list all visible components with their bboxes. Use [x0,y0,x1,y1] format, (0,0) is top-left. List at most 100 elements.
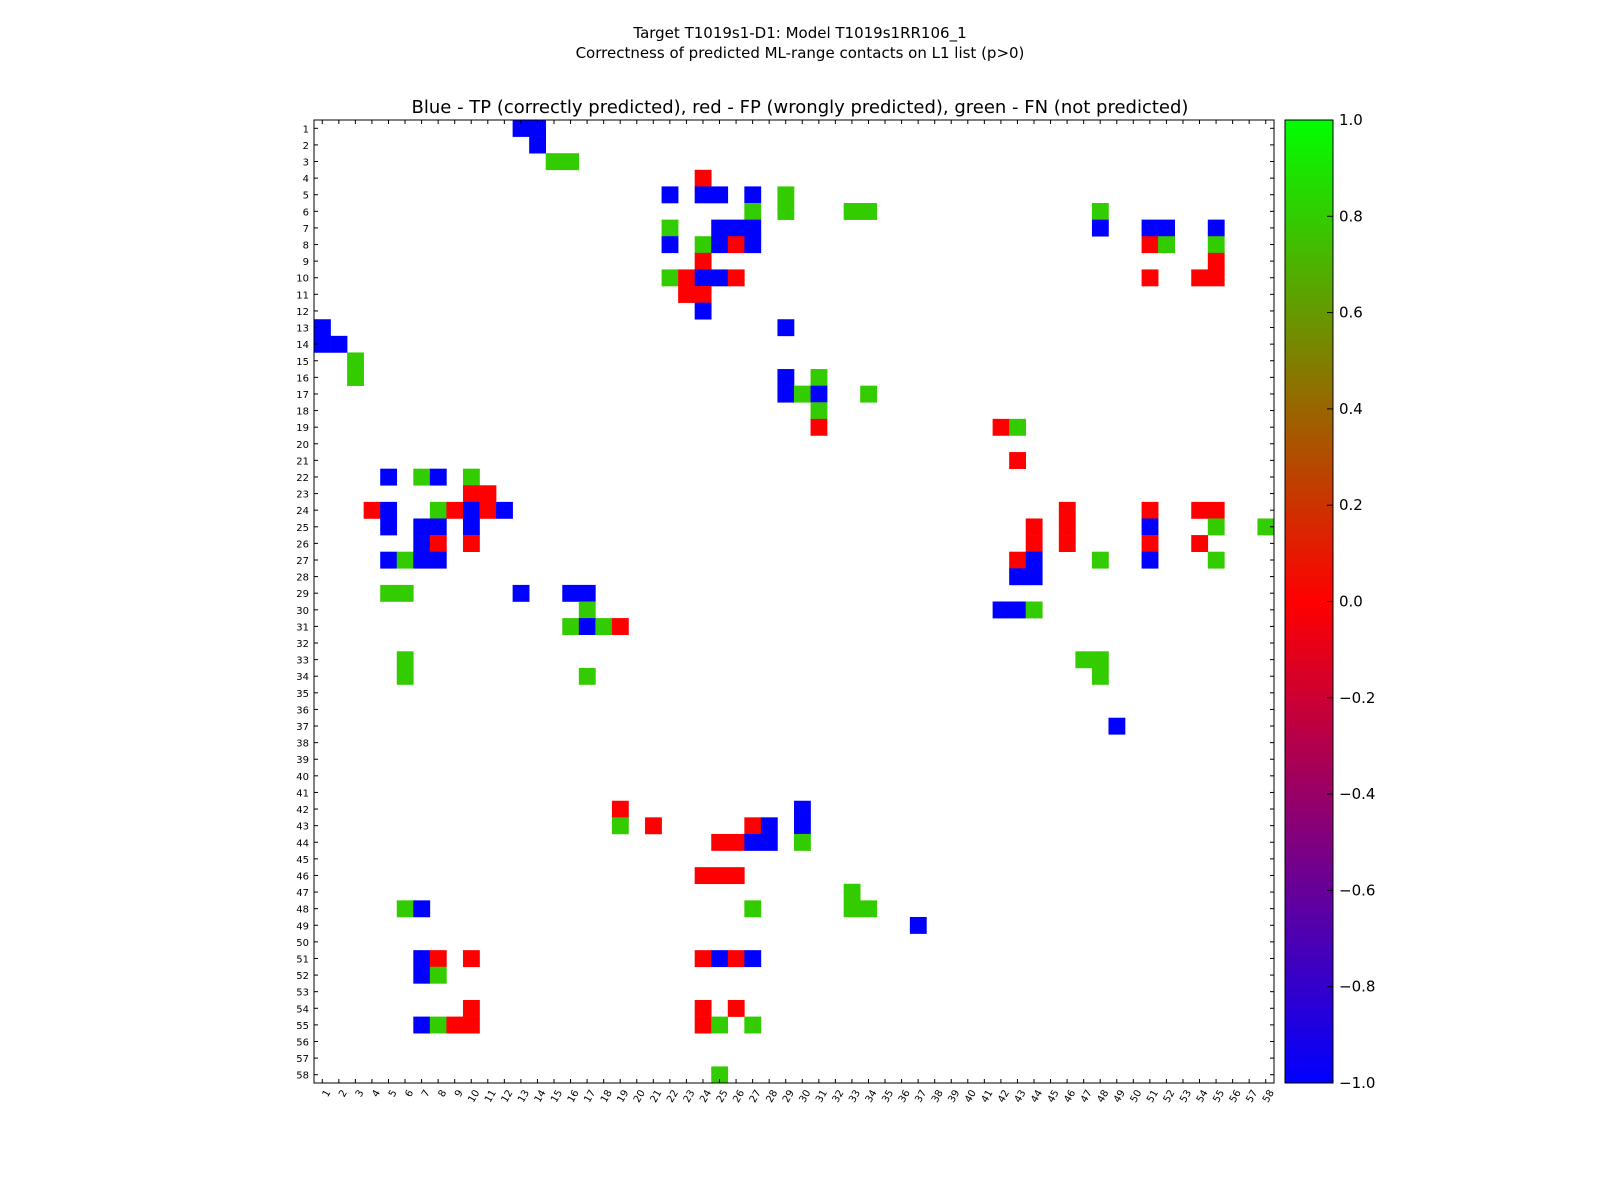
cell-fn-8-52 [1158,236,1175,254]
cell-tp-44-28 [760,833,778,851]
x-tick-label: 20 [632,1088,648,1105]
cell-fn-33-6 [396,651,414,669]
cell-fp-23-11 [479,485,497,503]
cell-fp-24-46 [1058,501,1076,519]
cell-fn-48-6 [396,900,414,918]
y-tick-label: 49 [296,921,309,932]
cell-tp-51-25 [711,950,729,968]
cell-fn-3-16 [562,153,580,171]
cell-fn-5-29 [777,186,795,204]
cell-fp-46-26 [727,867,745,885]
x-tick-label: 31 [814,1088,830,1105]
cell-fp-11-24 [694,286,712,303]
cell-fn-48-33 [843,900,861,918]
cell-tp-28-43 [1009,568,1027,586]
y-tick-label: 33 [296,656,309,667]
y-tick-label: 58 [296,1071,309,1082]
cell-fn-34-17 [578,667,596,685]
x-tick-label: 35 [880,1088,896,1105]
cell-tp-7-27 [744,219,762,237]
cell-fp-26-44 [1025,535,1043,552]
y-tick-label: 4 [303,174,309,185]
colorbar-tick-label: 0.2 [1339,496,1363,514]
cell-fn-24-8 [429,501,447,519]
x-tick-label: 54 [1195,1088,1211,1105]
y-tick-label: 36 [296,705,309,716]
cell-fn-55-25 [711,1016,729,1034]
y-tick-label: 37 [296,722,309,733]
cell-fp-19-42 [992,418,1010,436]
cell-tp-16-29 [777,369,795,386]
cell-fp-43-21 [645,817,662,835]
x-tick-label: 55 [1211,1088,1227,1105]
cell-tp-8-22 [661,236,679,254]
cell-fn-52-8 [429,966,447,984]
cell-fn-34-48 [1091,667,1109,685]
y-tick-label: 11 [296,290,309,301]
x-tick-label: 6 [403,1088,416,1099]
cell-fn-30-17 [578,601,596,619]
colorbar-tick-label: 0.4 [1339,400,1363,418]
cell-fp-24-55 [1207,501,1225,519]
cell-fp-9-55 [1207,252,1225,270]
cell-fp-51-10 [462,950,480,968]
cell-fn-44-30 [794,833,811,851]
cell-fp-44-25 [711,833,729,851]
cell-fp-25-46 [1058,518,1076,536]
cell-fn-33-47 [1075,651,1093,669]
cell-fn-25-58 [1257,518,1275,536]
x-tick-label: 51 [1145,1088,1161,1105]
x-tick-label: 52 [1162,1088,1178,1105]
y-tick-label: 43 [296,822,309,833]
cell-tp-43-30 [794,817,811,835]
x-tick-label: 25 [715,1088,731,1105]
y-tick-label: 45 [296,855,309,866]
cell-tp-29-13 [512,584,530,602]
plot-frame [313,119,1275,1084]
cell-fn-22-10 [462,468,480,486]
x-tick-label: 2 [337,1088,350,1099]
cell-fn-55-27 [744,1016,762,1034]
x-tick-label: 7 [420,1088,433,1099]
y-tick-label: 21 [296,456,309,467]
x-tick-label: 33 [847,1088,863,1105]
y-tick-label: 28 [296,573,309,584]
suptitle-line2: Correctness of predicted ML-range contac… [576,44,1025,62]
cell-fn-29-6 [396,584,414,602]
cell-fn-31-16 [562,618,580,635]
cell-fp-26-51 [1141,535,1159,552]
y-tick-label: 27 [296,556,309,567]
cell-fp-24-54 [1191,501,1209,519]
y-tick-label: 8 [303,241,309,252]
cell-tp-10-25 [711,269,729,287]
cell-fp-54-24 [694,999,712,1017]
y-tick-label: 1 [303,124,309,135]
cell-fn-58-25 [711,1066,729,1084]
cell-fp-10-23 [678,269,695,287]
y-tick-label: 20 [296,440,309,451]
cell-tp-8-25 [711,236,729,254]
cell-fp-24-51 [1141,501,1159,519]
x-tick-label: 15 [549,1088,565,1105]
cell-tp-24-10 [462,501,480,519]
cell-tp-44-27 [744,833,762,851]
y-tick-label: 10 [296,274,309,285]
x-tick-label: 39 [946,1088,962,1105]
cell-fn-6-33 [843,203,861,220]
x-tick-label: 30 [798,1088,814,1105]
x-tick-label: 10 [466,1088,482,1105]
cell-tp-2-14 [529,136,547,154]
cell-fp-9-24 [694,252,712,270]
y-tick-label: 38 [296,739,309,750]
cell-tp-52-7 [413,966,431,984]
cell-fn-30-44 [1025,601,1043,619]
x-tick-label: 32 [831,1088,847,1105]
cell-fn-34-6 [396,667,414,685]
x-tick-label: 26 [731,1088,747,1105]
x-tick-label: 48 [1095,1088,1111,1105]
cell-fp-24-9 [446,501,464,519]
cell-fn-48-27 [744,900,762,918]
x-tick-label: 11 [483,1088,499,1105]
cell-fp-26-46 [1058,535,1076,552]
cell-fn-22-7 [413,468,431,486]
